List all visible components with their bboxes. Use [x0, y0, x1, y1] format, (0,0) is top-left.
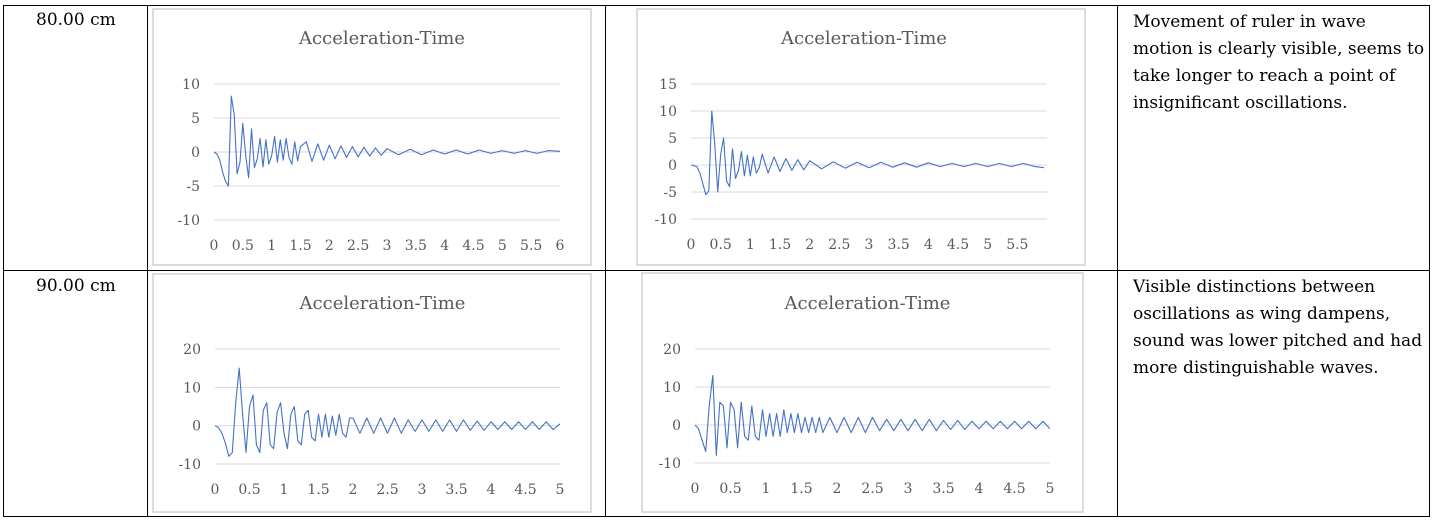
- chart-frame: [641, 272, 1084, 513]
- x-tick-label: 5: [983, 237, 992, 253]
- y-tick-label: 10: [182, 77, 200, 93]
- row-length-label: 90.00 cm: [36, 276, 116, 296]
- x-tick-label: 1.5: [769, 237, 791, 253]
- acceleration-time-chart: Acceleration-Time 20 10 0 -10 0 0.5 1 1.5 2 2.5 3 3.…: [641, 272, 1084, 513]
- x-tick-label: 2: [833, 481, 842, 497]
- chart-svg: Acceleration-Time 20 10 0 -10 0 0.5 1 1.5 2 2.5 3 3.…: [641, 272, 1084, 513]
- x-tick-label: 0.5: [719, 481, 741, 497]
- column-divider: [605, 6, 606, 516]
- x-tick-label: 4: [487, 482, 496, 498]
- x-tick-label: 2.5: [376, 482, 398, 498]
- y-tick-label: 5: [191, 111, 200, 127]
- x-tick-label: 2.5: [347, 238, 369, 254]
- x-tick-label: 2.5: [861, 481, 883, 497]
- x-tick-label: 0: [687, 237, 696, 253]
- y-tick-label: 15: [659, 77, 677, 93]
- series-line: [214, 367, 561, 457]
- chart-frame: [152, 8, 592, 266]
- x-tick-label: 5.5: [520, 238, 542, 254]
- x-tick-label: 3.5: [888, 237, 910, 253]
- x-tick-label: 2: [325, 238, 334, 254]
- y-tick-label: -10: [178, 457, 201, 473]
- chart-title: Acceleration-Time: [299, 293, 466, 314]
- y-tick-label: -5: [663, 185, 677, 201]
- x-tick-label: 2: [805, 237, 814, 253]
- x-tick-label: 4.5: [1003, 481, 1025, 497]
- x-tick-label: 0: [691, 481, 700, 497]
- y-tick-label: 10: [659, 104, 677, 120]
- x-tick-label: 4.5: [514, 482, 536, 498]
- x-tick-label: 2: [349, 482, 358, 498]
- y-tick-label: 5: [668, 131, 677, 147]
- column-divider: [1117, 6, 1118, 516]
- row-divider: [4, 270, 1429, 271]
- chart-svg: Acceleration-Time 15 10 5 0 -5 -10 0 0.5 1 1.5 2 2.5…: [636, 8, 1086, 266]
- acceleration-time-chart: Acceleration-Time 20 10 0 -10 0 0.5 1 1.5 2 2.5 3 3.…: [152, 273, 592, 513]
- y-tick-label: 0: [672, 418, 681, 434]
- chart-title: Acceleration-Time: [298, 28, 465, 49]
- y-tick-label: 0: [668, 158, 677, 174]
- y-tick-label: -5: [186, 179, 200, 195]
- chart-svg: Acceleration-Time 20 10 0 -10 0 0.5 1 1.5 2 2.5 3 3.…: [152, 273, 592, 513]
- x-tick-label: 1: [762, 481, 771, 497]
- x-tick-label: 1: [746, 237, 755, 253]
- y-tick-label: 10: [183, 380, 201, 396]
- chart-frame: [636, 8, 1086, 266]
- series-line: [213, 95, 561, 187]
- x-tick-label: 3: [383, 238, 392, 254]
- x-tick-label: 4: [924, 237, 933, 253]
- x-tick-label: 3.5: [932, 481, 954, 497]
- y-tick-label: -10: [658, 456, 681, 472]
- y-tick-label: 10: [663, 380, 681, 396]
- x-tick-label: 0.5: [238, 482, 260, 498]
- row-comment: Movement of ruler in wave motion is clea…: [1133, 12, 1425, 113]
- x-tick-label: 6: [556, 238, 565, 254]
- x-tick-label: 4: [975, 481, 984, 497]
- y-tick-label: 0: [191, 145, 200, 161]
- y-tick-label: 20: [663, 342, 681, 358]
- x-tick-label: 0: [210, 238, 219, 254]
- x-tick-label: 5: [556, 482, 565, 498]
- y-tick-label: 0: [192, 419, 201, 435]
- row-length-label: 80.00 cm: [36, 10, 116, 30]
- results-table: 80.00 cm 90.00 cm Movement of ruler in w…: [3, 5, 1430, 517]
- x-tick-label: 5: [498, 238, 507, 254]
- x-tick-label: 1: [267, 238, 276, 254]
- x-tick-label: 1.5: [307, 482, 329, 498]
- chart-svg: Acceleration-Time 10 5 0 -5 -10 0 0.5 1 1.5 2 2.5 3 3…: [152, 8, 592, 266]
- y-tick-label: 20: [183, 342, 201, 358]
- x-tick-label: 2.5: [828, 237, 850, 253]
- x-tick-label: 4.5: [947, 237, 969, 253]
- chart-title: Acceleration-Time: [780, 28, 947, 49]
- series-line: [694, 375, 1051, 456]
- x-tick-label: 4.5: [462, 238, 484, 254]
- x-tick-label: 3: [865, 237, 874, 253]
- x-tick-label: 0.5: [710, 237, 732, 253]
- x-tick-label: 3: [418, 482, 427, 498]
- chart-title: Acceleration-Time: [784, 293, 951, 314]
- x-tick-label: 1.5: [790, 481, 812, 497]
- y-tick-label: -10: [177, 213, 200, 229]
- x-tick-label: 4: [440, 238, 449, 254]
- x-tick-label: 1.5: [289, 238, 311, 254]
- x-tick-label: 5.5: [1006, 237, 1028, 253]
- chart-frame: [152, 273, 592, 513]
- series-line: [690, 110, 1045, 196]
- acceleration-time-chart: Acceleration-Time 15 10 5 0 -5 -10 0 0.5 1 1.5 2 2.5…: [636, 8, 1086, 266]
- x-tick-label: 0: [211, 482, 220, 498]
- y-tick-label: -10: [654, 212, 677, 228]
- x-tick-label: 3: [904, 481, 913, 497]
- row-comment: Visible distinctions between oscillation…: [1133, 277, 1423, 378]
- x-tick-label: 3.5: [405, 238, 427, 254]
- x-tick-label: 1: [280, 482, 289, 498]
- acceleration-time-chart: Acceleration-Time 10 5 0 -5 -10 0 0.5 1 1.5 2 2.5 3 3…: [152, 8, 592, 266]
- x-tick-label: 3.5: [445, 482, 467, 498]
- x-tick-label: 0.5: [232, 238, 254, 254]
- x-tick-label: 5: [1046, 481, 1055, 497]
- column-divider: [147, 6, 148, 516]
